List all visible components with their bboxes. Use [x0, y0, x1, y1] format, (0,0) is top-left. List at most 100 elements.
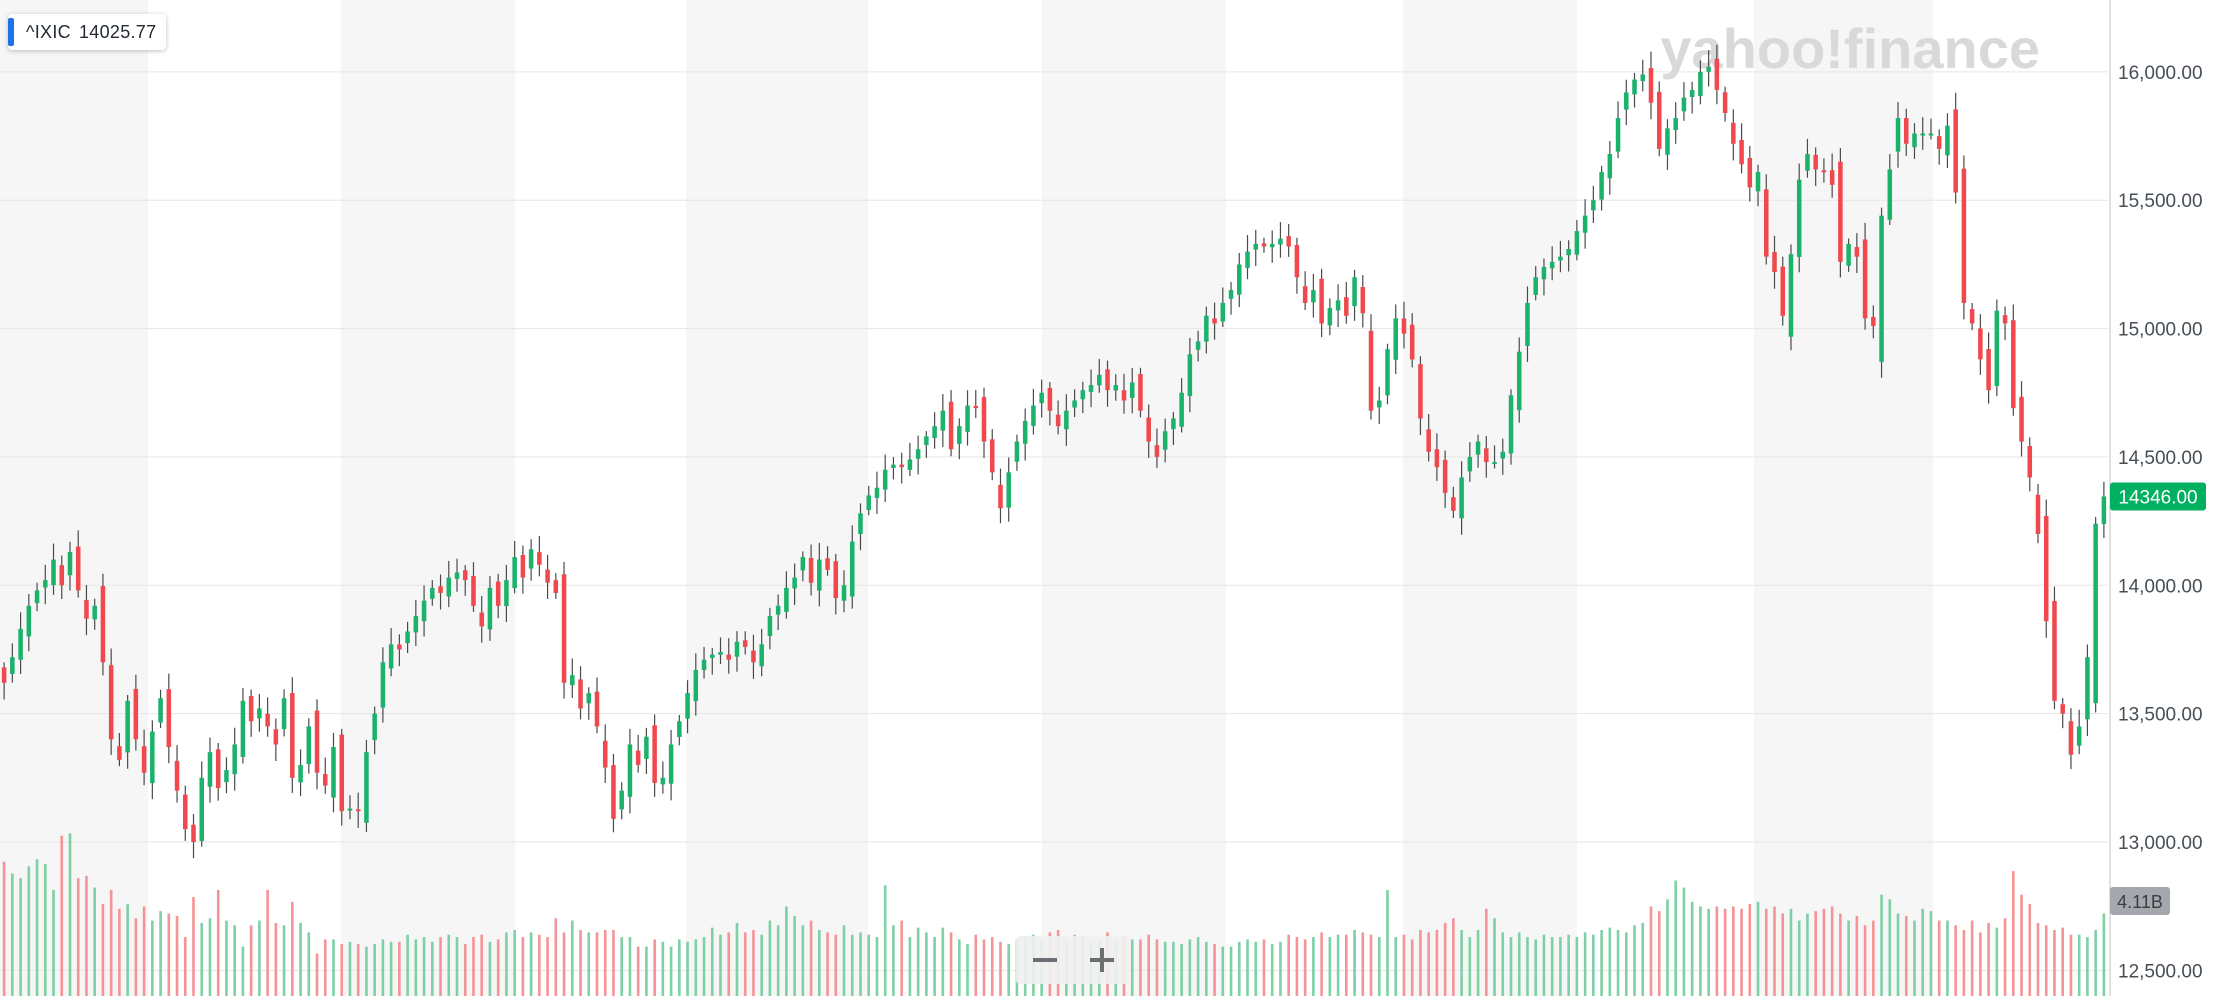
- candle-body: [1368, 330, 1374, 411]
- candle-body: [495, 581, 501, 606]
- volume-bar: [1773, 906, 1776, 996]
- candle-body: [1055, 414, 1061, 427]
- volume-bar: [1509, 937, 1513, 996]
- candle-body: [1162, 431, 1168, 450]
- volume-bar: [1806, 913, 1809, 996]
- volume-bar: [719, 934, 722, 996]
- candle-body: [1459, 477, 1464, 519]
- volume-bar: [1213, 944, 1216, 996]
- volume-bar: [1254, 941, 1258, 996]
- volume-bar: [958, 939, 961, 996]
- candle-body: [1492, 462, 1497, 465]
- volume-bar: [1460, 930, 1463, 996]
- volume-bar: [1979, 932, 1982, 996]
- volume-bar: [1855, 915, 1859, 996]
- y-tick-label: 15,000.00: [2118, 320, 2203, 341]
- candle-body: [1278, 238, 1283, 245]
- volume-bar: [883, 885, 887, 996]
- candle-body: [619, 790, 624, 810]
- volume-bar: [332, 939, 335, 996]
- candle-body: [1022, 420, 1028, 444]
- volume-bar: [521, 937, 525, 996]
- candle-body: [174, 760, 180, 791]
- volume-bar: [875, 937, 879, 996]
- candle-body: [882, 469, 888, 490]
- volume-bar: [1312, 937, 1315, 996]
- candle-layer: [1, 44, 2107, 859]
- volume-bar: [1493, 918, 1496, 996]
- volume-bar: [1937, 920, 1941, 996]
- volume-bar: [1995, 927, 1999, 996]
- background-band: [0, 0, 148, 996]
- volume-bar: [1732, 906, 1735, 996]
- volume-bar: [27, 866, 31, 996]
- candle-body: [1401, 318, 1407, 334]
- volume-bar: [1567, 934, 1570, 996]
- volume-bar: [743, 932, 747, 996]
- volume-bar: [1262, 939, 1266, 996]
- volume-bar: [900, 920, 903, 996]
- candle-body: [298, 764, 303, 783]
- volume-label-box: [2110, 887, 2170, 915]
- candle-body: [726, 654, 732, 660]
- candle-body: [372, 713, 377, 741]
- candle-body: [751, 650, 756, 663]
- volume-bar: [348, 941, 352, 996]
- candle-body: [1722, 92, 1728, 113]
- volume-bar: [1608, 927, 1612, 996]
- ticker-badge: ^IXIC 14025.77: [8, 14, 167, 50]
- zoom-in-button[interactable]: [1073, 936, 1130, 984]
- volume-bar: [603, 930, 607, 996]
- volume-bar: [1402, 934, 1406, 996]
- candle-body: [1064, 410, 1069, 430]
- volume-bar: [925, 932, 928, 996]
- candle-body: [1648, 68, 1654, 103]
- volume-bar: [1443, 922, 1447, 996]
- volume-bar: [2003, 918, 2007, 996]
- volume-bar: [1764, 908, 1768, 996]
- candle-body: [891, 464, 896, 468]
- volume-bar: [1435, 930, 1439, 996]
- candle-body: [808, 557, 814, 583]
- candle-body: [388, 644, 394, 669]
- volume-bar: [1542, 934, 1546, 996]
- candle-body: [553, 580, 559, 593]
- candle-body: [1253, 243, 1259, 250]
- candle-body: [578, 679, 583, 709]
- candle-body: [43, 580, 48, 588]
- candle-body: [1838, 161, 1843, 262]
- candle-body: [849, 541, 855, 597]
- candle-body: [405, 631, 410, 644]
- last-price-box: [2110, 482, 2206, 511]
- candle-body: [364, 752, 369, 823]
- candle-body: [792, 577, 797, 589]
- candle-body: [1887, 169, 1893, 220]
- candle-body: [150, 731, 155, 784]
- candle-body: [1467, 456, 1473, 472]
- volume-bar: [1427, 932, 1430, 996]
- volume-bar: [1583, 932, 1587, 996]
- candle-body: [1969, 309, 1975, 324]
- volume-bar: [999, 941, 1002, 996]
- volume-bar: [908, 937, 912, 996]
- volume-bar: [1954, 925, 1957, 996]
- candle-body: [1220, 302, 1226, 322]
- candle-body: [248, 695, 254, 722]
- candle-body: [117, 746, 122, 760]
- candle-body: [1031, 405, 1036, 426]
- candle-body: [1714, 58, 1720, 90]
- volume-bar: [842, 925, 846, 996]
- y-tick-label: 12,500.00: [2118, 961, 2203, 982]
- volume-bar: [1699, 906, 1702, 996]
- candle-body: [1665, 128, 1670, 155]
- candle-body: [1204, 315, 1209, 342]
- candle-body: [1006, 472, 1011, 508]
- candle-body: [611, 765, 616, 819]
- candle-body: [1788, 254, 1794, 337]
- volume-bar: [85, 875, 88, 996]
- volume-bar: [1270, 944, 1274, 996]
- zoom-out-button[interactable]: [1016, 936, 1073, 984]
- candle-body: [784, 587, 789, 612]
